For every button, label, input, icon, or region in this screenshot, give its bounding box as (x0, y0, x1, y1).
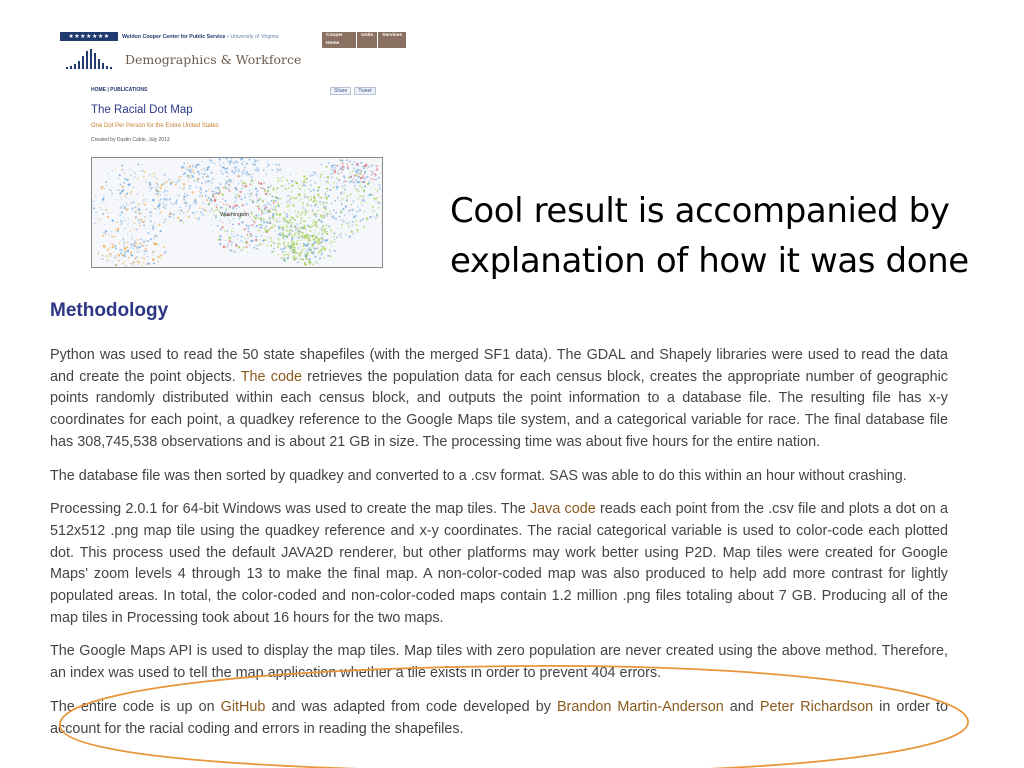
nav-units[interactable]: Units (357, 32, 378, 48)
cooper-center-bar: ★★★★★★★ Weldon Cooper Center for Public … (60, 32, 296, 41)
peter-richardson-link[interactable]: Peter Richardson (759, 698, 874, 715)
methodology-heading: Methodology (50, 300, 169, 321)
facebook-share-button[interactable]: Share (330, 87, 352, 95)
university-label: University of Virginia (230, 33, 279, 40)
breadcrumb[interactable]: HOME | PUBLICATIONS (91, 87, 148, 93)
page-subtitle: One Dot Per Person for the Entire United… (91, 123, 219, 129)
paragraph-3: Processing 2.0.1 for 64-bit Windows was … (50, 501, 948, 626)
site-header: ★★★★★★★ Weldon Cooper Center for Public … (60, 32, 406, 72)
nav-services[interactable]: Services (378, 32, 406, 48)
paragraph-2: The database file was then sorted by qua… (50, 467, 907, 484)
brandon-martin-anderson-link[interactable]: Brandon Martin-Anderson (556, 698, 724, 715)
map-city-label: Washington (220, 212, 249, 218)
bar-graph-logo-icon (66, 49, 112, 69)
nav-cooper-home[interactable]: Cooper Home (322, 32, 357, 48)
caption-line-2: explanation of how it was done (450, 241, 969, 281)
section-title[interactable]: Demographics & Workforce (125, 52, 302, 67)
github-link[interactable]: GitHub (220, 698, 266, 715)
methodology-article: Python was used to read the 50 state sha… (50, 345, 948, 752)
cooper-center-name[interactable]: Weldon Cooper Center for Public Service … (122, 33, 279, 40)
the-code-link[interactable]: The code (240, 368, 302, 385)
caption-line-1: Cool result is accompanied by (450, 191, 950, 231)
paragraph-1: Python was used to read the 50 state sha… (50, 347, 948, 450)
share-buttons: Share Tweet (330, 87, 376, 95)
page-title: The Racial Dot Map (91, 104, 193, 116)
dot-map-image: Washington (92, 158, 382, 267)
author-credit: Created by Dustin Cable, July 2013 (91, 137, 170, 143)
center-name-label: Weldon Cooper Center for Public Service (122, 33, 226, 40)
racial-dot-map-thumbnail[interactable]: Washington (91, 157, 383, 268)
java-code-link[interactable]: Java code (529, 501, 596, 518)
stars-logo-icon: ★★★★★★★ (60, 32, 118, 41)
top-nav: Cooper Home Units Services (322, 32, 406, 48)
paragraph-4: The Google Maps API is used to display t… (50, 643, 948, 682)
slide-caption: Cool result is accompanied by explanatio… (450, 186, 1010, 286)
paragraph-5: The entire code is up on GitHub and was … (50, 698, 948, 737)
twitter-tweet-button[interactable]: Tweet (354, 87, 376, 95)
